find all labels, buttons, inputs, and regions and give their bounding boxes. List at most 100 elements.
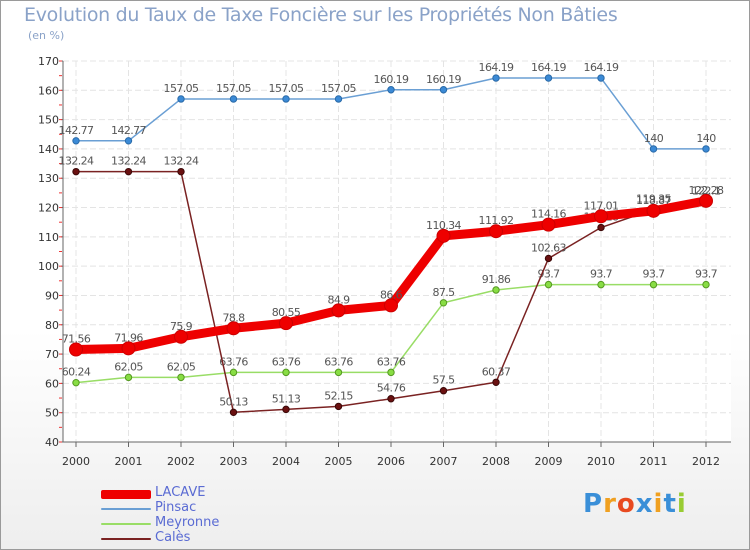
series-cales-data-label: 119.35 <box>636 192 671 205</box>
series-cales-data-label: 132.24 <box>164 155 199 168</box>
series-lacave: 71.56 71.96 75.9 78.8 80.55 84.9 86.6 110.34 111… <box>62 184 725 357</box>
series-lacave-data-label: 114.16 <box>531 208 566 221</box>
series-meyronne-data-label: 63.76 <box>272 355 301 368</box>
y-tick-label: 130 <box>38 172 59 185</box>
series-lacave-point <box>646 203 661 218</box>
series-cales-data-label: 50.13 <box>219 395 248 408</box>
series-pinsac-point <box>597 74 605 82</box>
series-pinsac-data-label: 164.19 <box>584 61 619 74</box>
series-cales-point <box>492 378 500 387</box>
series-pinsac-point <box>649 145 658 153</box>
series-lacave-point <box>279 316 293 331</box>
series-lacave-point <box>174 329 188 344</box>
series-lacave-point <box>594 209 608 224</box>
series-pinsac-point <box>544 74 553 82</box>
x-tick-label: 2000 <box>62 455 90 468</box>
series-lacave-data-label: 117.01 <box>584 199 619 212</box>
series-cales-point <box>439 387 448 395</box>
x-tick-label: 2009 <box>535 455 563 468</box>
series-pinsac-data-label: 157.05 <box>164 82 199 95</box>
series-meyronne-point <box>702 280 710 289</box>
chart-legend: LACAVE Pinsac Meyronne Calès <box>101 485 351 546</box>
logo-letter: i <box>653 489 664 519</box>
legend-swatch <box>101 538 151 540</box>
y-tick-label: 160 <box>38 84 59 97</box>
series-lacave-data-label: 118.87 <box>636 194 671 207</box>
chart-subtitle: (en %) <box>28 29 65 42</box>
series-lacave-data-label: 80.55 <box>272 306 301 319</box>
series-meyronne-point <box>72 378 80 387</box>
series-meyronne-point <box>229 368 238 377</box>
series-lacave-point <box>541 217 556 232</box>
series-meyronne-data-label: 60.24 <box>62 366 91 379</box>
series-pinsac-data-label: 140 <box>696 132 716 145</box>
series-pinsac-data-label: 140 <box>644 132 664 145</box>
logo-letter: o <box>616 489 636 519</box>
legend-item-calès: Calès <box>101 530 351 546</box>
series-pinsac-data-label: 164.19 <box>479 61 514 74</box>
series-meyronne-data-label: 93.7 <box>642 268 665 281</box>
series-pinsac: 142.77 142.77 157.05 157.05 157.05 157.05 160.… <box>59 61 717 153</box>
x-tick-label: 2011 <box>640 455 668 468</box>
series-pinsac-point <box>439 86 448 94</box>
series-pinsac-point <box>177 95 185 103</box>
series-cales-data-label: 102.63 <box>531 241 566 254</box>
series-meyronne-point <box>439 299 448 307</box>
logo-letter: r <box>603 489 617 519</box>
series-pinsac-point <box>492 74 500 82</box>
x-tick-label: 2006 <box>377 455 405 468</box>
y-tick-label: 140 <box>38 143 59 156</box>
series-meyronne-point <box>334 368 343 377</box>
proxiti-logo: Proxiti <box>583 489 687 519</box>
series-cales-point <box>334 402 343 411</box>
series-meyronne-data-label: 63.76 <box>219 355 248 368</box>
series-meyronne-data-label: 63.76 <box>324 355 353 368</box>
series-lacave-point <box>489 224 503 239</box>
series-lacave-point <box>69 342 83 357</box>
series-meyronne-point <box>597 280 605 289</box>
series-pinsac-point <box>72 137 80 145</box>
x-tick-label: 2004 <box>272 455 300 468</box>
series-lacave-point <box>226 321 241 336</box>
series-lacave-point <box>331 303 346 318</box>
series-pinsac-point <box>702 145 710 153</box>
series-cales-data-label: 54.76 <box>377 382 406 395</box>
series-pinsac-point <box>387 86 395 94</box>
series-cales-data-label: 132.24 <box>59 155 94 168</box>
series-lacave-point <box>121 341 136 356</box>
series-lacave-data-label: 75.9 <box>170 320 193 333</box>
logo-letter: P <box>583 489 604 519</box>
x-tick-label: 2003 <box>220 455 248 468</box>
series-cales-point <box>229 408 238 417</box>
series-cales-data-label: 122.1 <box>692 184 721 197</box>
series-meyronne-point <box>124 373 133 382</box>
series-cales-point <box>282 405 290 414</box>
series-pinsac-data-label: 164.19 <box>531 61 566 74</box>
x-tick-label: 2005 <box>325 455 353 468</box>
legend-label: LACAVE <box>155 485 206 500</box>
series-meyronne-point <box>544 280 553 289</box>
series-pinsac-point <box>282 95 290 103</box>
legend-item-pinsac: Pinsac <box>101 500 351 516</box>
x-tick-label: 2002 <box>167 455 195 468</box>
chart-title: Evolution du Taux de Taxe Foncière sur l… <box>24 4 618 26</box>
series-meyronne-data-label: 63.76 <box>377 355 406 368</box>
series-pinsac-data-label: 142.77 <box>111 124 146 137</box>
series-pinsac-data-label: 160.19 <box>426 73 461 86</box>
series-meyronne-data-label: 93.7 <box>695 268 718 281</box>
series-pinsac-point <box>334 95 343 103</box>
series-lacave-point <box>699 193 713 208</box>
series-meyronne-point <box>649 280 658 289</box>
x-tick-label: 2007 <box>430 455 458 468</box>
legend-label: Pinsac <box>155 500 197 515</box>
x-tick-label: 2012 <box>692 455 720 468</box>
series-cales-point <box>544 254 553 263</box>
x-tick-label: 2001 <box>115 455 143 468</box>
series-cales-point <box>387 395 395 403</box>
legend-label: Meyronne <box>155 515 220 530</box>
series-pinsac-point <box>229 95 238 103</box>
y-tick-label: 70 <box>45 348 59 361</box>
y-tick-label: 170 <box>38 55 59 68</box>
